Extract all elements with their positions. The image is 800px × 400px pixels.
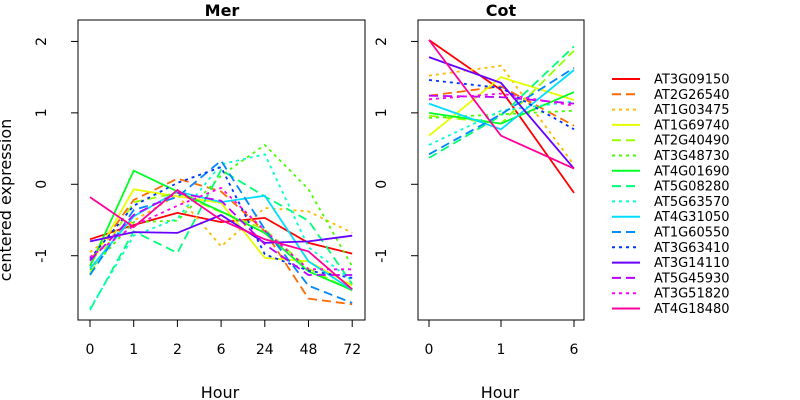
x-tick-label: 1	[497, 342, 506, 358]
series-line	[89, 143, 353, 271]
series-line	[89, 153, 353, 310]
x-tick-label: 72	[343, 342, 361, 358]
y-tick-label: 0	[34, 180, 50, 189]
series-line	[89, 177, 353, 306]
panel-title: Cot	[486, 1, 517, 20]
series-line	[89, 193, 353, 253]
y-tick-label: -1	[374, 249, 390, 263]
x-tick-label: 48	[300, 342, 318, 358]
y-tick-label: 1	[374, 108, 390, 117]
x-tick-label: 24	[256, 342, 274, 358]
series-line	[428, 92, 575, 107]
x-tick-label: 2	[173, 342, 182, 358]
legend-label: AT4G18480	[654, 302, 730, 317]
series-line	[89, 165, 353, 279]
legend-label: AT3G63410	[654, 241, 730, 256]
series-line	[89, 188, 353, 290]
legend-label: AT1G69740	[654, 118, 730, 133]
series-line	[428, 56, 575, 170]
y-tick-label: 2	[374, 37, 390, 46]
legend-label: AT2G40490	[654, 134, 730, 149]
series-line	[89, 191, 353, 276]
series-line	[89, 211, 353, 255]
series-line	[428, 79, 575, 131]
x-tick-label: 0	[86, 342, 95, 358]
series-line	[428, 39, 575, 170]
series-line	[428, 67, 575, 156]
series-line	[428, 109, 575, 119]
legend-label: AT3G14110	[654, 256, 730, 271]
legend-label: AT2G26540	[654, 88, 730, 103]
series-line	[89, 186, 353, 271]
series-line	[89, 190, 353, 291]
legend-label: AT3G48730	[654, 149, 730, 164]
legend-label: AT4G01690	[654, 164, 730, 179]
legend-label: AT1G60550	[654, 226, 730, 241]
series-line	[428, 64, 575, 166]
series-line	[89, 213, 353, 244]
y-tick-label: -1	[34, 249, 50, 263]
chart-panel-cot: Cot 0 1 6 -1 0 1 2 Hour	[374, 1, 585, 400]
panel-title: Mer	[205, 1, 240, 20]
x-tick-label: 6	[217, 342, 226, 358]
y-tick-label: 1	[34, 108, 50, 117]
legend-label: AT5G45930	[654, 271, 730, 286]
y-tick-label: 0	[374, 180, 390, 189]
series-line	[428, 100, 575, 146]
legend-label: AT5G08280	[654, 180, 730, 195]
legend-label: AT5G63570	[654, 195, 730, 210]
legend-label: AT4G31050	[654, 210, 730, 225]
series-line	[428, 69, 575, 131]
series-line	[89, 159, 353, 304]
x-axis-label: Hour	[481, 383, 520, 400]
y-axis-label: centered expression	[0, 119, 15, 282]
series-line	[428, 91, 575, 125]
legend-label: AT3G51820	[654, 287, 730, 302]
y-tick-label: 2	[34, 37, 50, 46]
legend: AT3G09150AT2G26540AT1G03475AT1G69740AT2G…	[612, 73, 730, 317]
x-tick-label: 0	[425, 342, 434, 358]
x-tick-label: 1	[129, 342, 138, 358]
x-axis-label: Hour	[201, 383, 240, 400]
legend-label: AT1G03475	[654, 103, 730, 118]
x-tick-label: 6	[570, 342, 579, 358]
chart-panel-mer: Mer 0 1 2 6 24 48 72 -1 0 1 2 Hour centered expre…	[0, 1, 366, 400]
legend-label: AT3G09150	[654, 73, 730, 88]
